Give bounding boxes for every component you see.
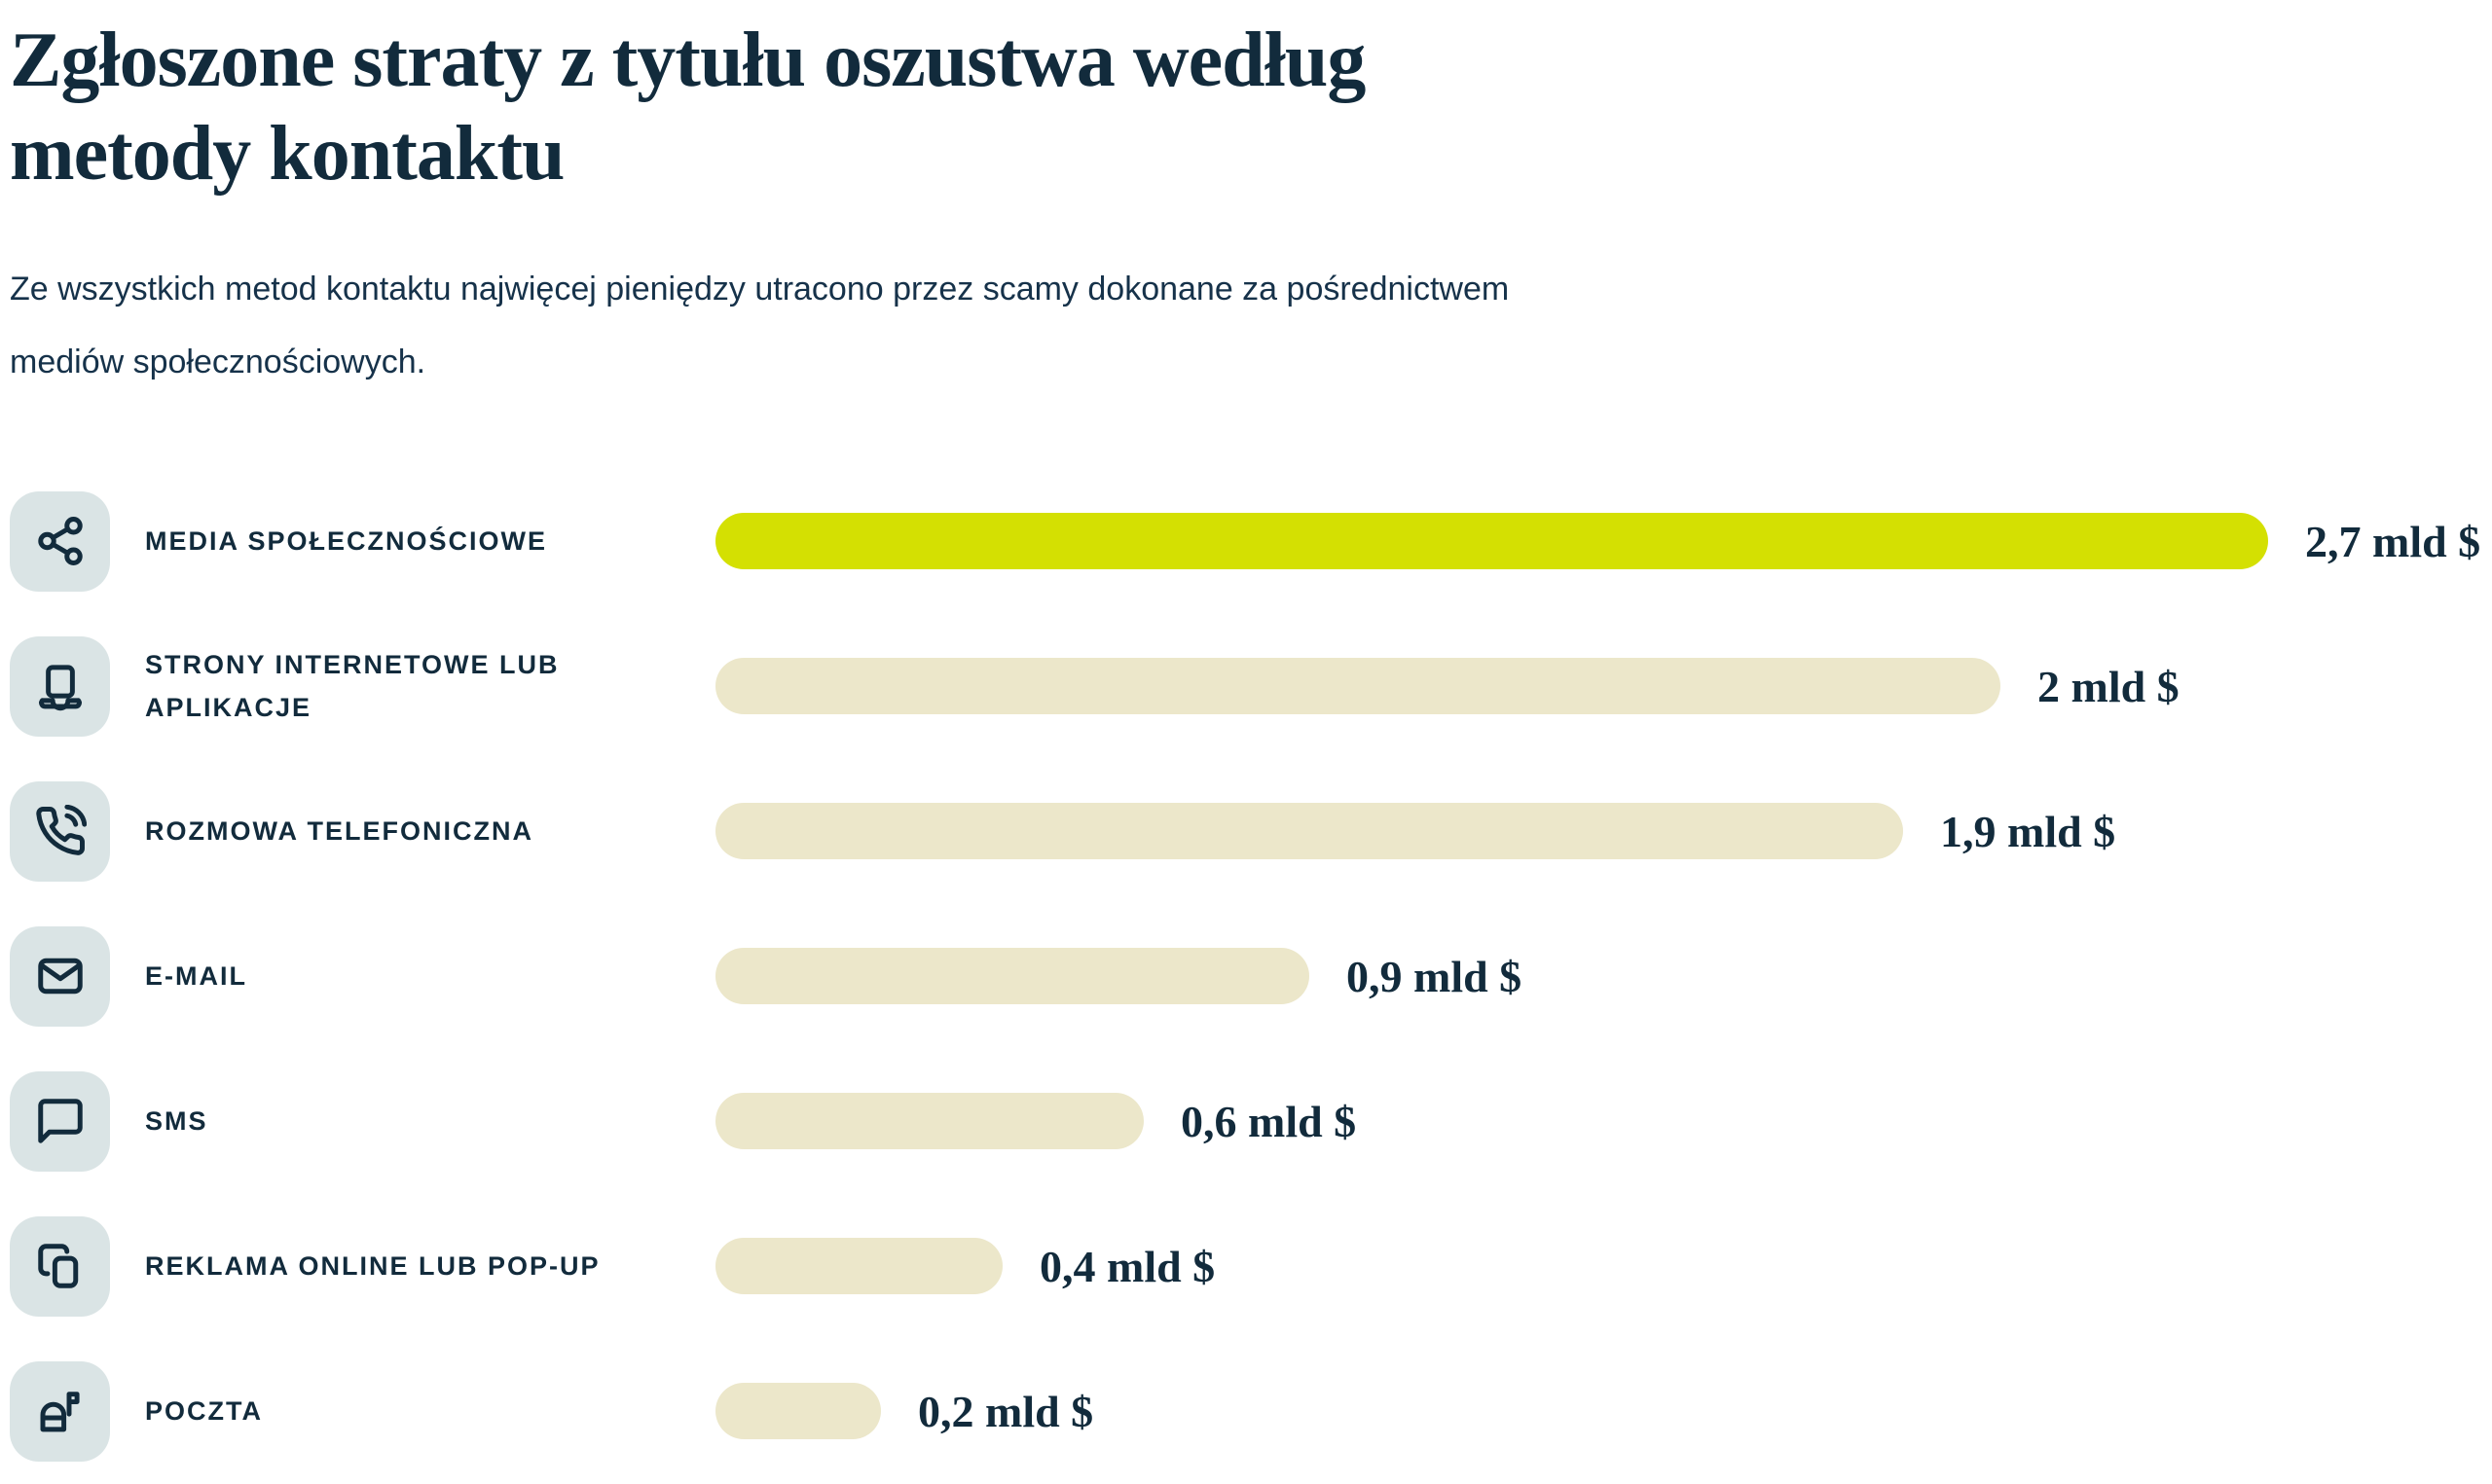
icon-chip — [10, 925, 110, 1027]
popup-windows-icon — [37, 1244, 78, 1288]
category-label: SMS — [145, 1106, 208, 1137]
chart-row-websites-apps: STRONY INTERNETOWE LUB APLIKACJE 2 mld $ — [0, 614, 2492, 759]
icon-chip — [10, 490, 110, 592]
bar-segment — [715, 1238, 1003, 1295]
value-label: 0,9 mld $ — [1346, 951, 1522, 1001]
icon-chip — [10, 635, 110, 737]
page-subtitle: Ze wszystkich metod kontaktu najwięcej p… — [10, 271, 1510, 380]
value-label: 0,2 mld $ — [918, 1386, 1094, 1436]
value-label: 0,4 mld $ — [1040, 1241, 1216, 1291]
chart-row-social-media: MEDIA SPOŁECZNOŚCIOWE 2,7 mld $ — [0, 469, 2492, 614]
share-icon — [37, 517, 83, 566]
category-label: REKLAMA ONLINE LUB POP-UP — [145, 1251, 601, 1282]
value-label: 1,9 mld $ — [1940, 806, 2116, 856]
category-label: STRONY INTERNETOWE LUB APLIKACJE — [145, 650, 560, 723]
speech-bubble-icon — [37, 1099, 83, 1143]
icon-chip — [10, 1360, 110, 1462]
category-label: MEDIA SPOŁECZNOŚCIOWE — [145, 526, 548, 557]
mailbox-icon — [40, 1392, 80, 1432]
bar-segment — [715, 948, 1309, 1005]
bar-segment — [715, 658, 2000, 715]
bar-segment — [715, 1093, 1144, 1150]
bar-chart: MEDIA SPOŁECZNOŚCIOWE 2,7 mld $ STRONY I… — [0, 469, 2492, 1484]
category-label: ROZMOWA TELEFONICZNA — [145, 816, 533, 847]
value-label: 2 mld $ — [2037, 661, 2180, 711]
icon-chip — [10, 780, 110, 882]
category-label: E-MAIL — [145, 961, 247, 992]
bar-segment — [715, 513, 2268, 570]
phone-call-icon — [35, 805, 87, 855]
header: Zgłoszone straty z tytułu oszustwa wedłu… — [0, 0, 2492, 399]
chart-row-online-ad-popup: REKLAMA ONLINE LUB POP-UP 0,4 mld $ — [0, 1194, 2492, 1339]
icon-chip — [10, 1215, 110, 1317]
value-label: 2,7 mld $ — [2305, 516, 2481, 566]
chart-row-sms: SMS 0,6 mld $ — [0, 1049, 2492, 1194]
value-label: 0,6 mld $ — [1181, 1096, 1357, 1146]
icon-chip — [10, 1070, 110, 1172]
bar-segment — [715, 1383, 881, 1440]
laptop-icon — [38, 665, 82, 711]
chart-row-email: E-MAIL 0,9 mld $ — [0, 904, 2492, 1049]
bar-segment — [715, 803, 1903, 860]
category-label: POCZTA — [145, 1396, 263, 1427]
page-title: Zgłoszone straty z tytułu oszustwa wedłu… — [10, 18, 1366, 197]
chart-row-post: POCZTA 0,2 mld $ — [0, 1339, 2492, 1484]
chart-row-phone-call: ROZMOWA TELEFONICZNA 1,9 mld $ — [0, 759, 2492, 904]
mail-icon — [37, 958, 83, 995]
